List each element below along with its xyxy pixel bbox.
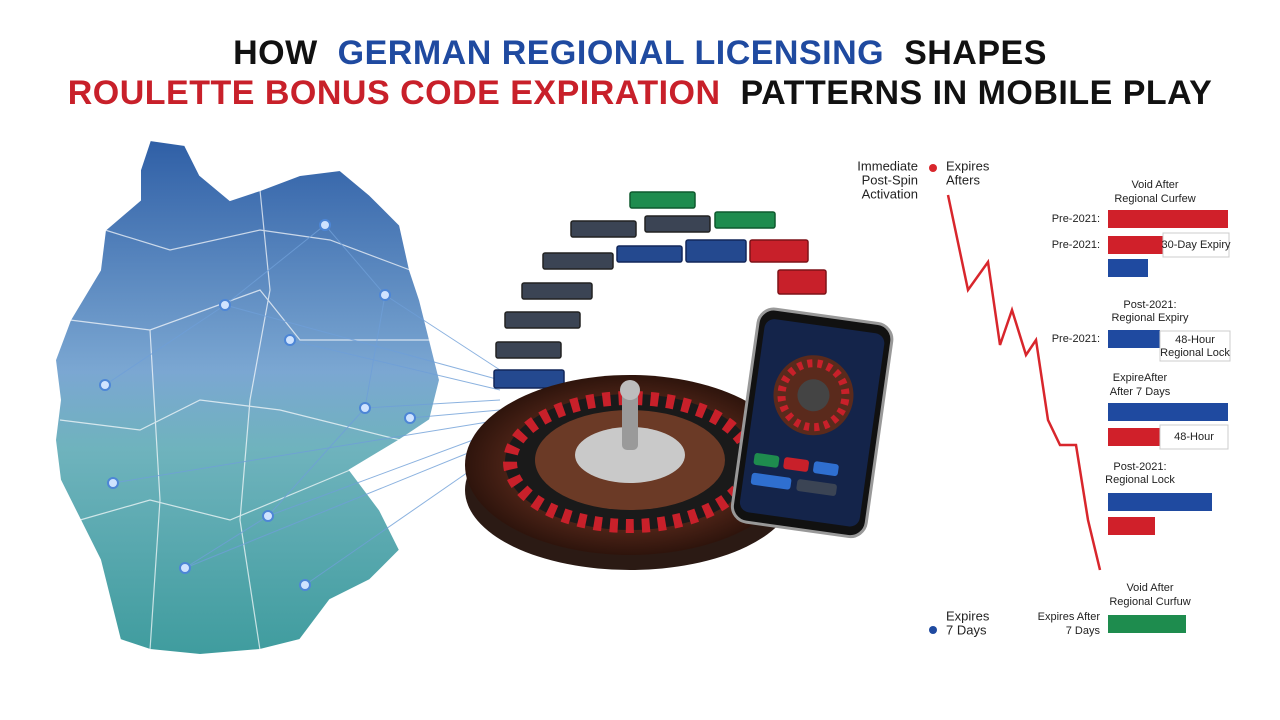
timeline-label: 7 Days <box>946 622 987 637</box>
title-highlight: GERMAN REGIONAL LICENSING <box>338 34 884 72</box>
label: After 7 Days <box>1110 386 1171 398</box>
label: Void After <box>1131 179 1178 191</box>
label: Regional Lock <box>1105 474 1175 486</box>
label: Pre-2021: <box>1052 239 1100 251</box>
label: Void After <box>1126 582 1173 594</box>
phone <box>730 307 894 539</box>
timeline-label: Immediate <box>857 158 918 173</box>
title-highlight: ROULETTE BONUS CODE EXPIRATION <box>68 74 721 112</box>
timeline-label: Post-Spin <box>862 172 918 187</box>
label: 48-Hour <box>1175 334 1215 346</box>
label: Expires After <box>1038 611 1101 623</box>
trend-line <box>946 194 1102 571</box>
label: 48-Hour <box>1174 431 1214 443</box>
title-word: SHAPES <box>904 34 1047 72</box>
label: 7 Days <box>1066 625 1101 637</box>
label: Regional Curfuw <box>1109 596 1190 608</box>
title-word: HOW <box>233 34 318 72</box>
label: Pre-2021: <box>1052 213 1100 225</box>
germany-map <box>53 138 442 657</box>
region-borders <box>59 189 430 651</box>
label: Regional Expiry <box>1111 312 1189 324</box>
label: ExpireAfter <box>1113 372 1168 384</box>
timeline-label: Expires <box>946 158 990 173</box>
label: Regional Lock <box>1160 347 1230 359</box>
label: Post-2021: <box>1123 299 1176 311</box>
label: Regional Curfew <box>1114 193 1195 205</box>
bars <box>1108 210 1231 633</box>
timeline-label: Activation <box>862 186 918 201</box>
map-nodes <box>99 219 416 591</box>
title-word: PATTERNS IN MOBILE PLAY <box>741 74 1213 112</box>
bar-labels: Void After Regional Curfew Pre-2021: Pre… <box>1038 179 1231 637</box>
label: Pre-2021: <box>1052 333 1100 345</box>
timeline-label: Expires <box>946 608 990 623</box>
label: Post-2021: <box>1113 461 1166 473</box>
label: 30-Day Expiry <box>1161 239 1231 251</box>
roulette-wheel <box>465 375 795 570</box>
code-tags <box>493 191 827 389</box>
title-line-2: ROULETTE BONUS CODE EXPIRATION PATTERNS … <box>68 74 1213 112</box>
title-line-1: HOW GERMAN REGIONAL LICENSING SHAPES <box>233 34 1047 72</box>
timeline-label: Afters <box>946 172 980 187</box>
timeline-dot <box>929 626 937 634</box>
timeline-dot <box>929 164 937 172</box>
